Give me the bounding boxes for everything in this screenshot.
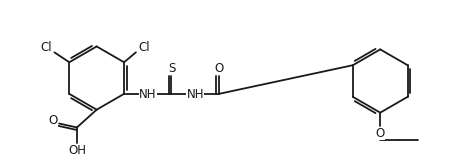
Text: Cl: Cl: [138, 41, 150, 54]
Text: NH: NH: [186, 88, 204, 101]
Text: O: O: [376, 127, 385, 140]
Text: Cl: Cl: [41, 41, 52, 54]
Text: S: S: [168, 62, 175, 75]
Text: NH: NH: [139, 88, 156, 101]
Text: OH: OH: [68, 144, 86, 157]
Text: O: O: [49, 114, 58, 127]
Text: O: O: [214, 62, 224, 75]
